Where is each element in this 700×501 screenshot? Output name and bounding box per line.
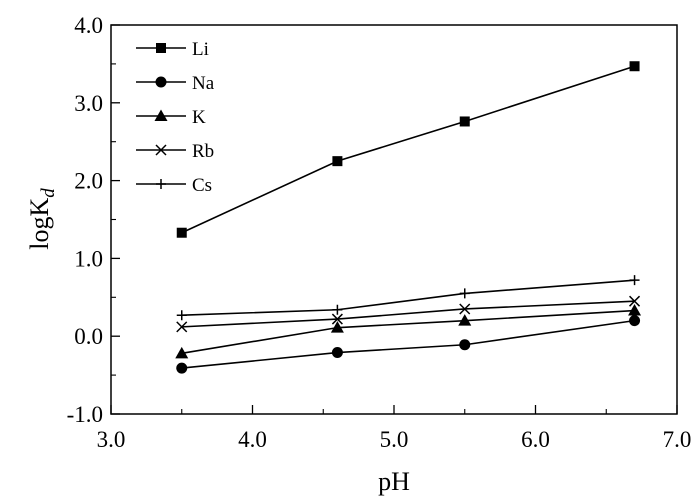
x-tick-label: 5.0: [380, 427, 409, 452]
y-axis-title: logKd: [25, 188, 59, 250]
data-point-k: [458, 314, 472, 326]
y-tick-label: 4.0: [74, 13, 103, 38]
series-na: [176, 315, 641, 374]
data-point-na: [176, 362, 188, 374]
legend-item-na: Na: [136, 73, 215, 94]
series-rb: [176, 295, 641, 333]
legend-marker-li: [156, 43, 166, 53]
y-tick-label: 0.0: [74, 324, 103, 349]
legend-marker-cs: [156, 179, 166, 189]
data-point-rb: [176, 321, 188, 333]
axis-ticks: [110, 24, 678, 415]
series-line-cs: [181, 279, 635, 316]
data-point-k: [330, 321, 344, 333]
y-tick-label: 3.0: [74, 91, 103, 116]
x-tick-label: 6.0: [521, 427, 550, 452]
series-line-li: [181, 65, 635, 234]
legend-label-na: Na: [192, 73, 215, 94]
legend-marker-na: [155, 76, 167, 88]
data-point-na: [629, 315, 641, 327]
data-point-k: [175, 346, 189, 359]
legend-item-li: Li: [136, 39, 209, 60]
legend-marker-k: [154, 109, 168, 121]
data-point-na: [459, 339, 471, 351]
legend-label-k: K: [192, 107, 206, 128]
legend-label-rb: Rb: [192, 141, 214, 162]
y-tick-label: 1.0: [74, 246, 103, 271]
series-cs: [176, 275, 640, 321]
data-point-li: [459, 116, 470, 127]
series-k: [175, 304, 642, 359]
series-line-na: [181, 319, 635, 369]
legend-label-cs: Cs: [192, 175, 212, 196]
data-point-cs: [176, 310, 187, 321]
y-axis-title-main: logK: [25, 198, 54, 250]
data-point-rb: [629, 295, 641, 307]
data-point-cs: [459, 288, 470, 299]
x-tick-label: 4.0: [238, 427, 267, 452]
data-point-li: [629, 61, 640, 72]
series-layer: [175, 61, 642, 374]
legend-item-k: K: [136, 107, 206, 128]
y-tick-label: -1.0: [67, 402, 103, 427]
legend-label-li: Li: [192, 39, 209, 60]
data-point-na: [331, 347, 343, 359]
tick-labels: 3.0 4.0 5.0 6.0 7.0 -1.0 0.0 1.0 2.0 3.0 4.0: [67, 13, 692, 452]
legend-marker-rb: [155, 144, 167, 156]
legend-item-rb: Rb: [136, 141, 214, 162]
legend-item-cs: Cs: [136, 175, 212, 196]
x-tick-label: 3.0: [97, 427, 126, 452]
data-point-k: [628, 304, 642, 316]
series-li: [176, 61, 640, 238]
data-point-rb: [331, 313, 343, 325]
y-axis-title-subscript: d: [38, 188, 59, 198]
data-point-cs: [332, 304, 343, 315]
legend: Li Na K Rb Cs: [136, 39, 215, 196]
y-tick-label: 2.0: [74, 169, 103, 194]
data-point-rb: [459, 303, 471, 315]
x-axis-title: pH: [378, 467, 410, 496]
x-tick-label: 7.0: [663, 427, 692, 452]
data-point-cs: [629, 275, 640, 286]
series-line-k: [181, 309, 635, 355]
data-point-li: [176, 227, 187, 238]
series-line-rb: [181, 300, 635, 328]
data-point-li: [332, 156, 343, 167]
